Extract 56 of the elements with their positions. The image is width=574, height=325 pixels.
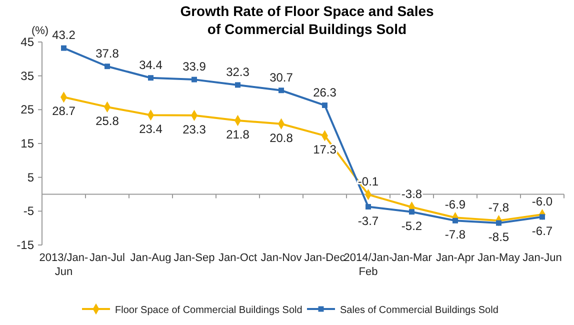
- point: [409, 209, 414, 215]
- point: [235, 82, 240, 88]
- x-tick-label: Jan-Jul: [90, 252, 125, 264]
- y-tick-label: 45: [20, 35, 34, 49]
- point: [278, 88, 284, 94]
- y-tick-label: -5: [23, 204, 34, 218]
- y-tick-label: -15: [16, 238, 34, 252]
- point: [61, 45, 66, 51]
- data-label: -3.7: [358, 214, 379, 228]
- data-label: 26.3: [313, 85, 337, 100]
- x-tick-label: Jan-Mar: [392, 252, 432, 264]
- chart-title: Growth Rate of Floor Space and Sales of Commercial Buildings Sold: [180, 3, 434, 37]
- data-label: -6.0: [532, 194, 553, 209]
- data-label: 34.4: [139, 58, 163, 72]
- x-tick-label: Jan-Aug: [130, 252, 172, 264]
- data-label: 28.7: [52, 104, 76, 118]
- y-tick-label: 5: [27, 170, 34, 184]
- x-tick-label: Jan-Jun: [522, 252, 562, 264]
- point: [192, 76, 197, 82]
- data-label: 43.2: [52, 28, 76, 42]
- legend-label: Sales of Commercial Buildings Sold: [340, 305, 498, 316]
- x-tick-label: Jan-Sep: [174, 252, 215, 264]
- data-label: 23.4: [139, 122, 163, 136]
- x-tick-label: Jan-Oct: [218, 252, 258, 264]
- y-axis-title: (%): [31, 25, 49, 37]
- y-tick-label: 35: [20, 68, 34, 83]
- x-tick-label: Jan-May: [478, 252, 520, 264]
- x-tick-label: 2014/Jan-Feb: [344, 252, 394, 278]
- data-label: 17.3: [313, 142, 337, 157]
- data-label: 37.8: [96, 46, 120, 60]
- data-label: 23.3: [182, 122, 206, 136]
- x-tick-label: Jan-Dec: [304, 252, 346, 264]
- point: [322, 102, 328, 108]
- legend-label: Floor Space of Commercial Buildings Sold: [115, 305, 302, 316]
- data-label: -7.8: [444, 228, 466, 242]
- x-tick-label: Jan-Apr: [436, 252, 475, 264]
- data-label: 30.7: [270, 70, 294, 84]
- x-tick-label: Jan-Nov: [260, 252, 302, 264]
- y-tick-label: 25: [20, 102, 34, 117]
- data-label: 25.8: [96, 114, 120, 128]
- data-label: 20.8: [270, 130, 294, 145]
- data-label: -8.5: [488, 230, 510, 244]
- data-label: -6.7: [532, 224, 553, 238]
- point: [366, 204, 371, 210]
- point: [104, 64, 110, 70]
- data-label: 32.3: [226, 64, 250, 79]
- data-label: 33.9: [182, 60, 206, 74]
- data-label: -5.2: [401, 218, 422, 233]
- data-label: 21.8: [226, 127, 250, 142]
- point: [452, 218, 458, 224]
- data-label: -3.8: [401, 187, 422, 202]
- point: [148, 75, 154, 81]
- x-tick-label: 2013/Jan-Jun: [39, 252, 89, 278]
- data-label: -7.8: [488, 200, 510, 215]
- data-label: -6.9: [444, 198, 466, 212]
- y-tick-label: 15: [20, 136, 34, 150]
